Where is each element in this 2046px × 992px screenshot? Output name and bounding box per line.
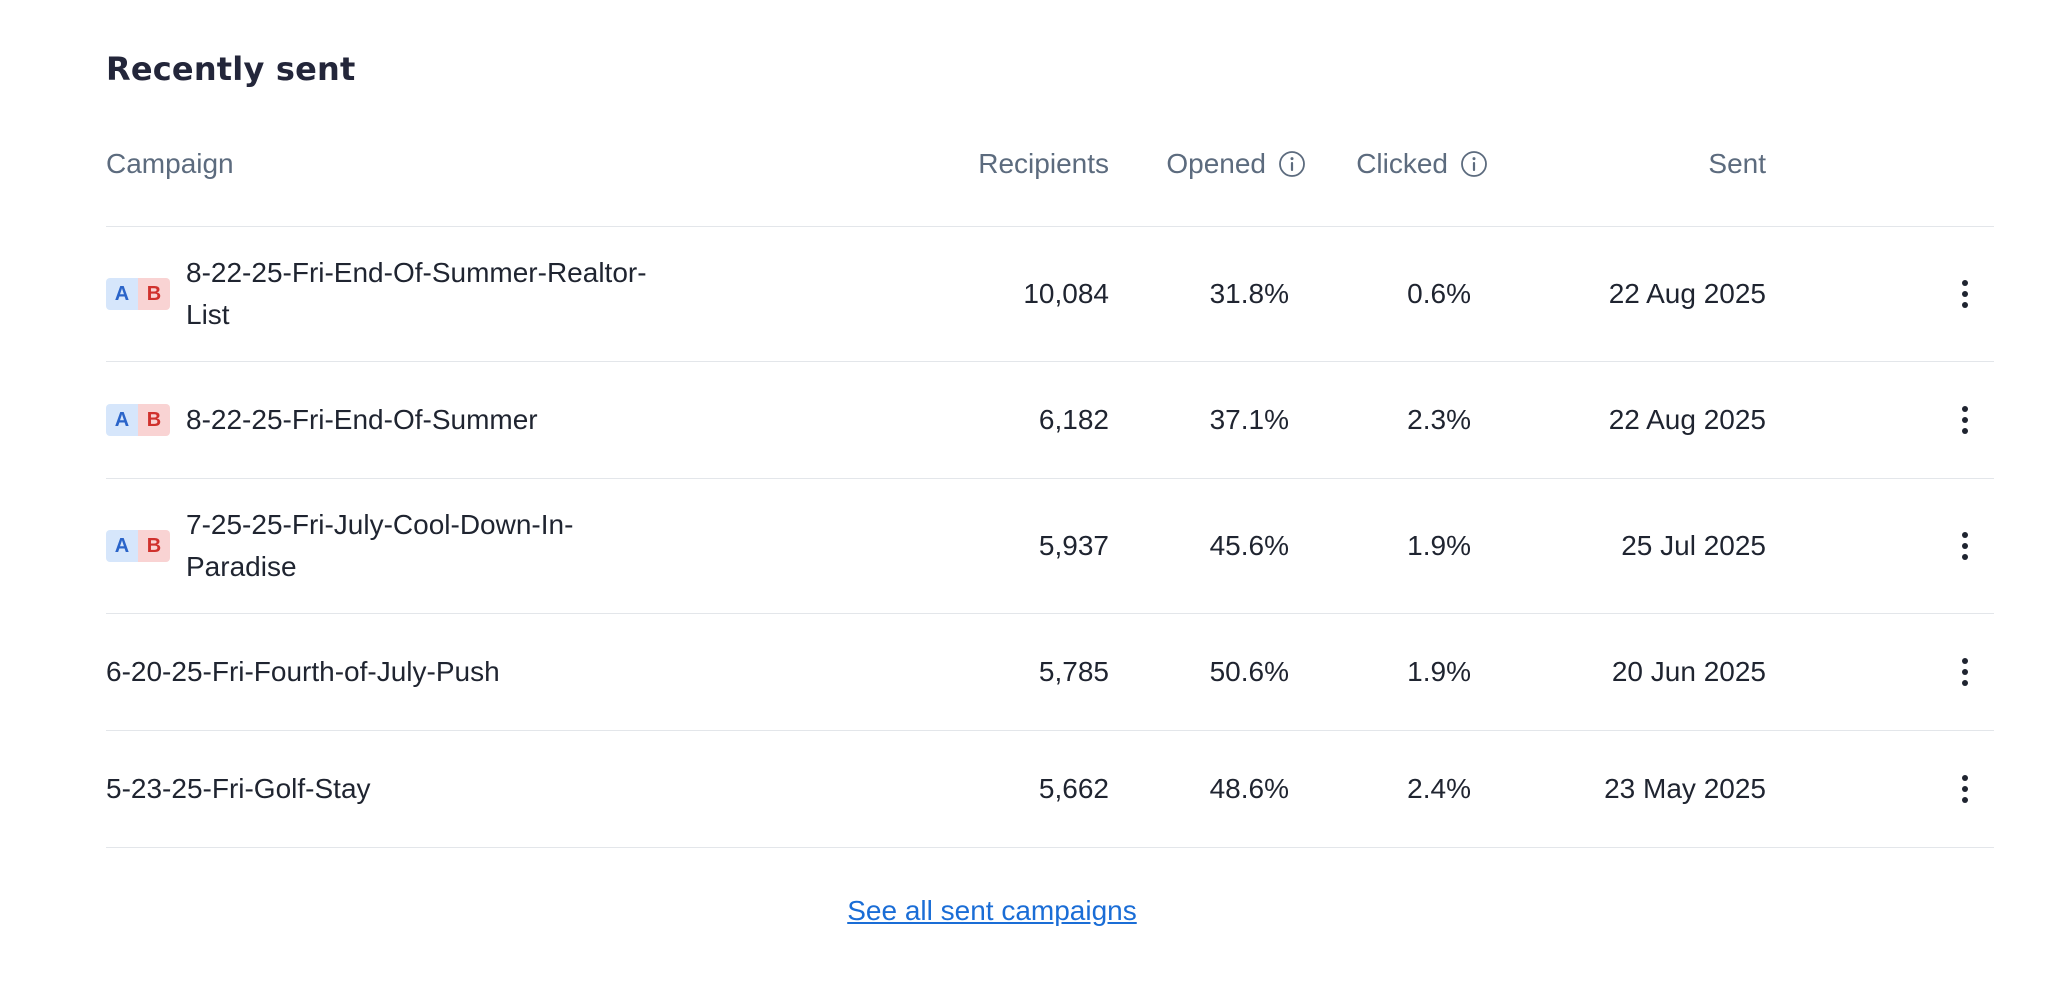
sent-date: 20 Jun 2025 [1611,656,1766,687]
table-row[interactable]: A B 8-22-25-Fri-End-Of-Summer 6,182 37.1… [106,362,1994,479]
sent-date: 22 Aug 2025 [1608,404,1766,435]
campaign-name-link[interactable]: 8-22-25-Fri-End-Of-Summer [186,404,538,435]
see-all-wrapper: See all sent campaigns [106,895,1994,927]
more-vertical-icon[interactable] [1960,656,1970,688]
recipients-value: 10,084 [1023,278,1109,309]
section-title: Recently sent [106,50,356,88]
campaign-cell: A B 8-22-25-Fri-End-Of-Summer-Realtor-Li… [106,252,676,336]
more-vertical-icon[interactable] [1960,530,1970,562]
more-vertical-icon[interactable] [1960,773,1970,805]
ab-badge-a: A [106,530,138,562]
sent-date: 25 Jul 2025 [1621,530,1766,561]
header-opened: Opened [1166,148,1306,180]
ab-test-badge: A B [106,404,170,436]
ab-badge-b: B [138,404,170,436]
see-all-sent-campaigns-link[interactable]: See all sent campaigns [847,895,1137,926]
more-vertical-icon[interactable] [1960,278,1970,310]
table-row[interactable]: A B 8-22-25-Fri-End-Of-Summer-Realtor-Li… [106,227,1994,362]
header-sent: Sent [1708,148,1766,179]
table-row[interactable]: 5-23-25-Fri-Golf-Stay 5,662 48.6% 2.4% 2… [106,731,1994,848]
table-header: Campaign Recipients Opened Clicked Sent [106,130,1994,227]
info-icon[interactable] [1278,150,1306,178]
ab-badge-a: A [106,278,138,310]
campaign-name-link[interactable]: 5-23-25-Fri-Golf-Stay [106,773,371,804]
ab-badge-b: B [138,530,170,562]
header-recipients: Recipients [978,148,1109,179]
campaign-cell: 6-20-25-Fri-Fourth-of-July-Push [106,651,500,693]
header-clicked-label: Clicked [1356,148,1448,179]
ab-test-badge: A B [106,530,170,562]
recipients-value: 5,785 [1038,656,1109,687]
more-vertical-icon[interactable] [1960,404,1970,436]
recipients-value: 5,662 [1038,773,1109,804]
header-clicked: Clicked [1356,148,1488,180]
recipients-value: 5,937 [1038,530,1109,561]
table-row[interactable]: A B 7-25-25-Fri-July-Cool-Down-In-Paradi… [106,479,1994,614]
table-row[interactable]: 6-20-25-Fri-Fourth-of-July-Push 5,785 50… [106,614,1994,731]
opened-value: 45.6% [1209,530,1289,561]
opened-value: 37.1% [1209,404,1289,435]
campaign-name-link[interactable]: 6-20-25-Fri-Fourth-of-July-Push [106,656,500,687]
info-icon[interactable] [1460,150,1488,178]
ab-test-badge: A B [106,278,170,310]
opened-value: 31.8% [1209,278,1289,309]
campaign-name-link[interactable]: 7-25-25-Fri-July-Cool-Down-In-Paradise [186,509,574,582]
clicked-value: 2.3% [1407,404,1471,435]
ab-badge-a: A [106,404,138,436]
sent-date: 22 Aug 2025 [1608,278,1766,309]
campaigns-table: Campaign Recipients Opened Clicked Sent [106,130,1994,848]
clicked-value: 1.9% [1407,656,1471,687]
header-opened-label: Opened [1166,148,1266,179]
ab-badge-b: B [138,278,170,310]
clicked-value: 2.4% [1407,773,1471,804]
header-campaign: Campaign [106,148,234,179]
campaign-cell: 5-23-25-Fri-Golf-Stay [106,768,371,810]
opened-value: 50.6% [1209,656,1289,687]
campaign-cell: A B 8-22-25-Fri-End-Of-Summer [106,399,538,441]
clicked-value: 0.6% [1407,278,1471,309]
clicked-value: 1.9% [1407,530,1471,561]
campaign-name-link[interactable]: 8-22-25-Fri-End-Of-Summer-Realtor-List [186,257,647,330]
recipients-value: 6,182 [1038,404,1109,435]
campaign-cell: A B 7-25-25-Fri-July-Cool-Down-In-Paradi… [106,504,616,588]
opened-value: 48.6% [1209,773,1289,804]
sent-date: 23 May 2025 [1604,773,1766,804]
